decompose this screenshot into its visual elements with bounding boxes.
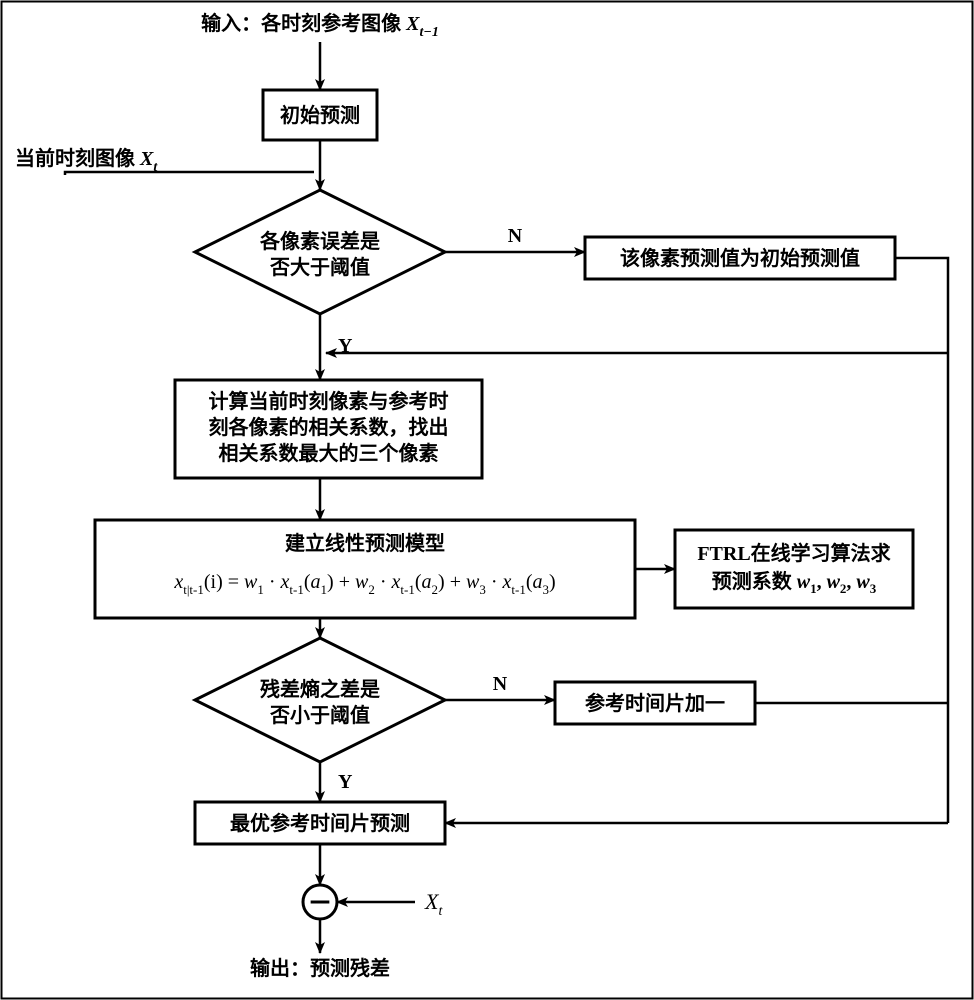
ftrl-line2: 预测系数 w1, w2, w3 [712, 569, 877, 596]
svg-text:输出：预测残差: 输出：预测残差 [250, 956, 390, 980]
input-label: 输入：各时刻参考图像 Xt−1 [201, 11, 439, 40]
svg-text:残差熵之差是: 残差熵之差是 [260, 677, 380, 701]
svg-text:该像素预测值为初始预测值: 该像素预测值为初始预测值 [620, 246, 860, 270]
svg-text:相关系数最大的三个像素: 相关系数最大的三个像素 [219, 441, 439, 465]
svg-text:N: N [508, 225, 523, 247]
svg-text:计算当前时刻像素与参考时: 计算当前时刻像素与参考时 [209, 389, 449, 413]
svg-text:N: N [493, 673, 508, 695]
model-equation: xt|t-1(i) = w1 · xt-1(a1) + w2 · xt-1(a2… [173, 571, 555, 597]
svg-text:刻各像素的相关系数，找出: 刻各像素的相关系数，找出 [209, 415, 449, 439]
svg-text:最优参考时间片预测: 最优参考时间片预测 [230, 811, 410, 835]
current-image-label: 当前时刻图像 Xt [15, 146, 158, 175]
flowchart-diagram: 输入：各时刻参考图像 Xt−1 初始预测当前时刻图像 Xt 各像素误差是否大于阈值 N… [0, 0, 974, 1000]
edge [65, 172, 314, 175]
ftrl-box [675, 530, 913, 608]
xt-label: Xt [424, 889, 443, 919]
svg-text:Y: Y [338, 771, 353, 793]
svg-text:初始预测: 初始预测 [280, 103, 360, 127]
svg-text:FTRL在线学习算法求: FTRL在线学习算法求 [697, 541, 891, 565]
svg-text:否大于阈值: 否大于阈值 [269, 255, 370, 279]
svg-text:参考时间片加一: 参考时间片加一 [585, 691, 725, 715]
svg-text:各像素误差是: 各像素误差是 [259, 229, 380, 253]
svg-text:建立线性预测模型: 建立线性预测模型 [285, 531, 445, 555]
svg-text:否小于阈值: 否小于阈值 [269, 703, 370, 727]
edge [895, 258, 948, 353]
